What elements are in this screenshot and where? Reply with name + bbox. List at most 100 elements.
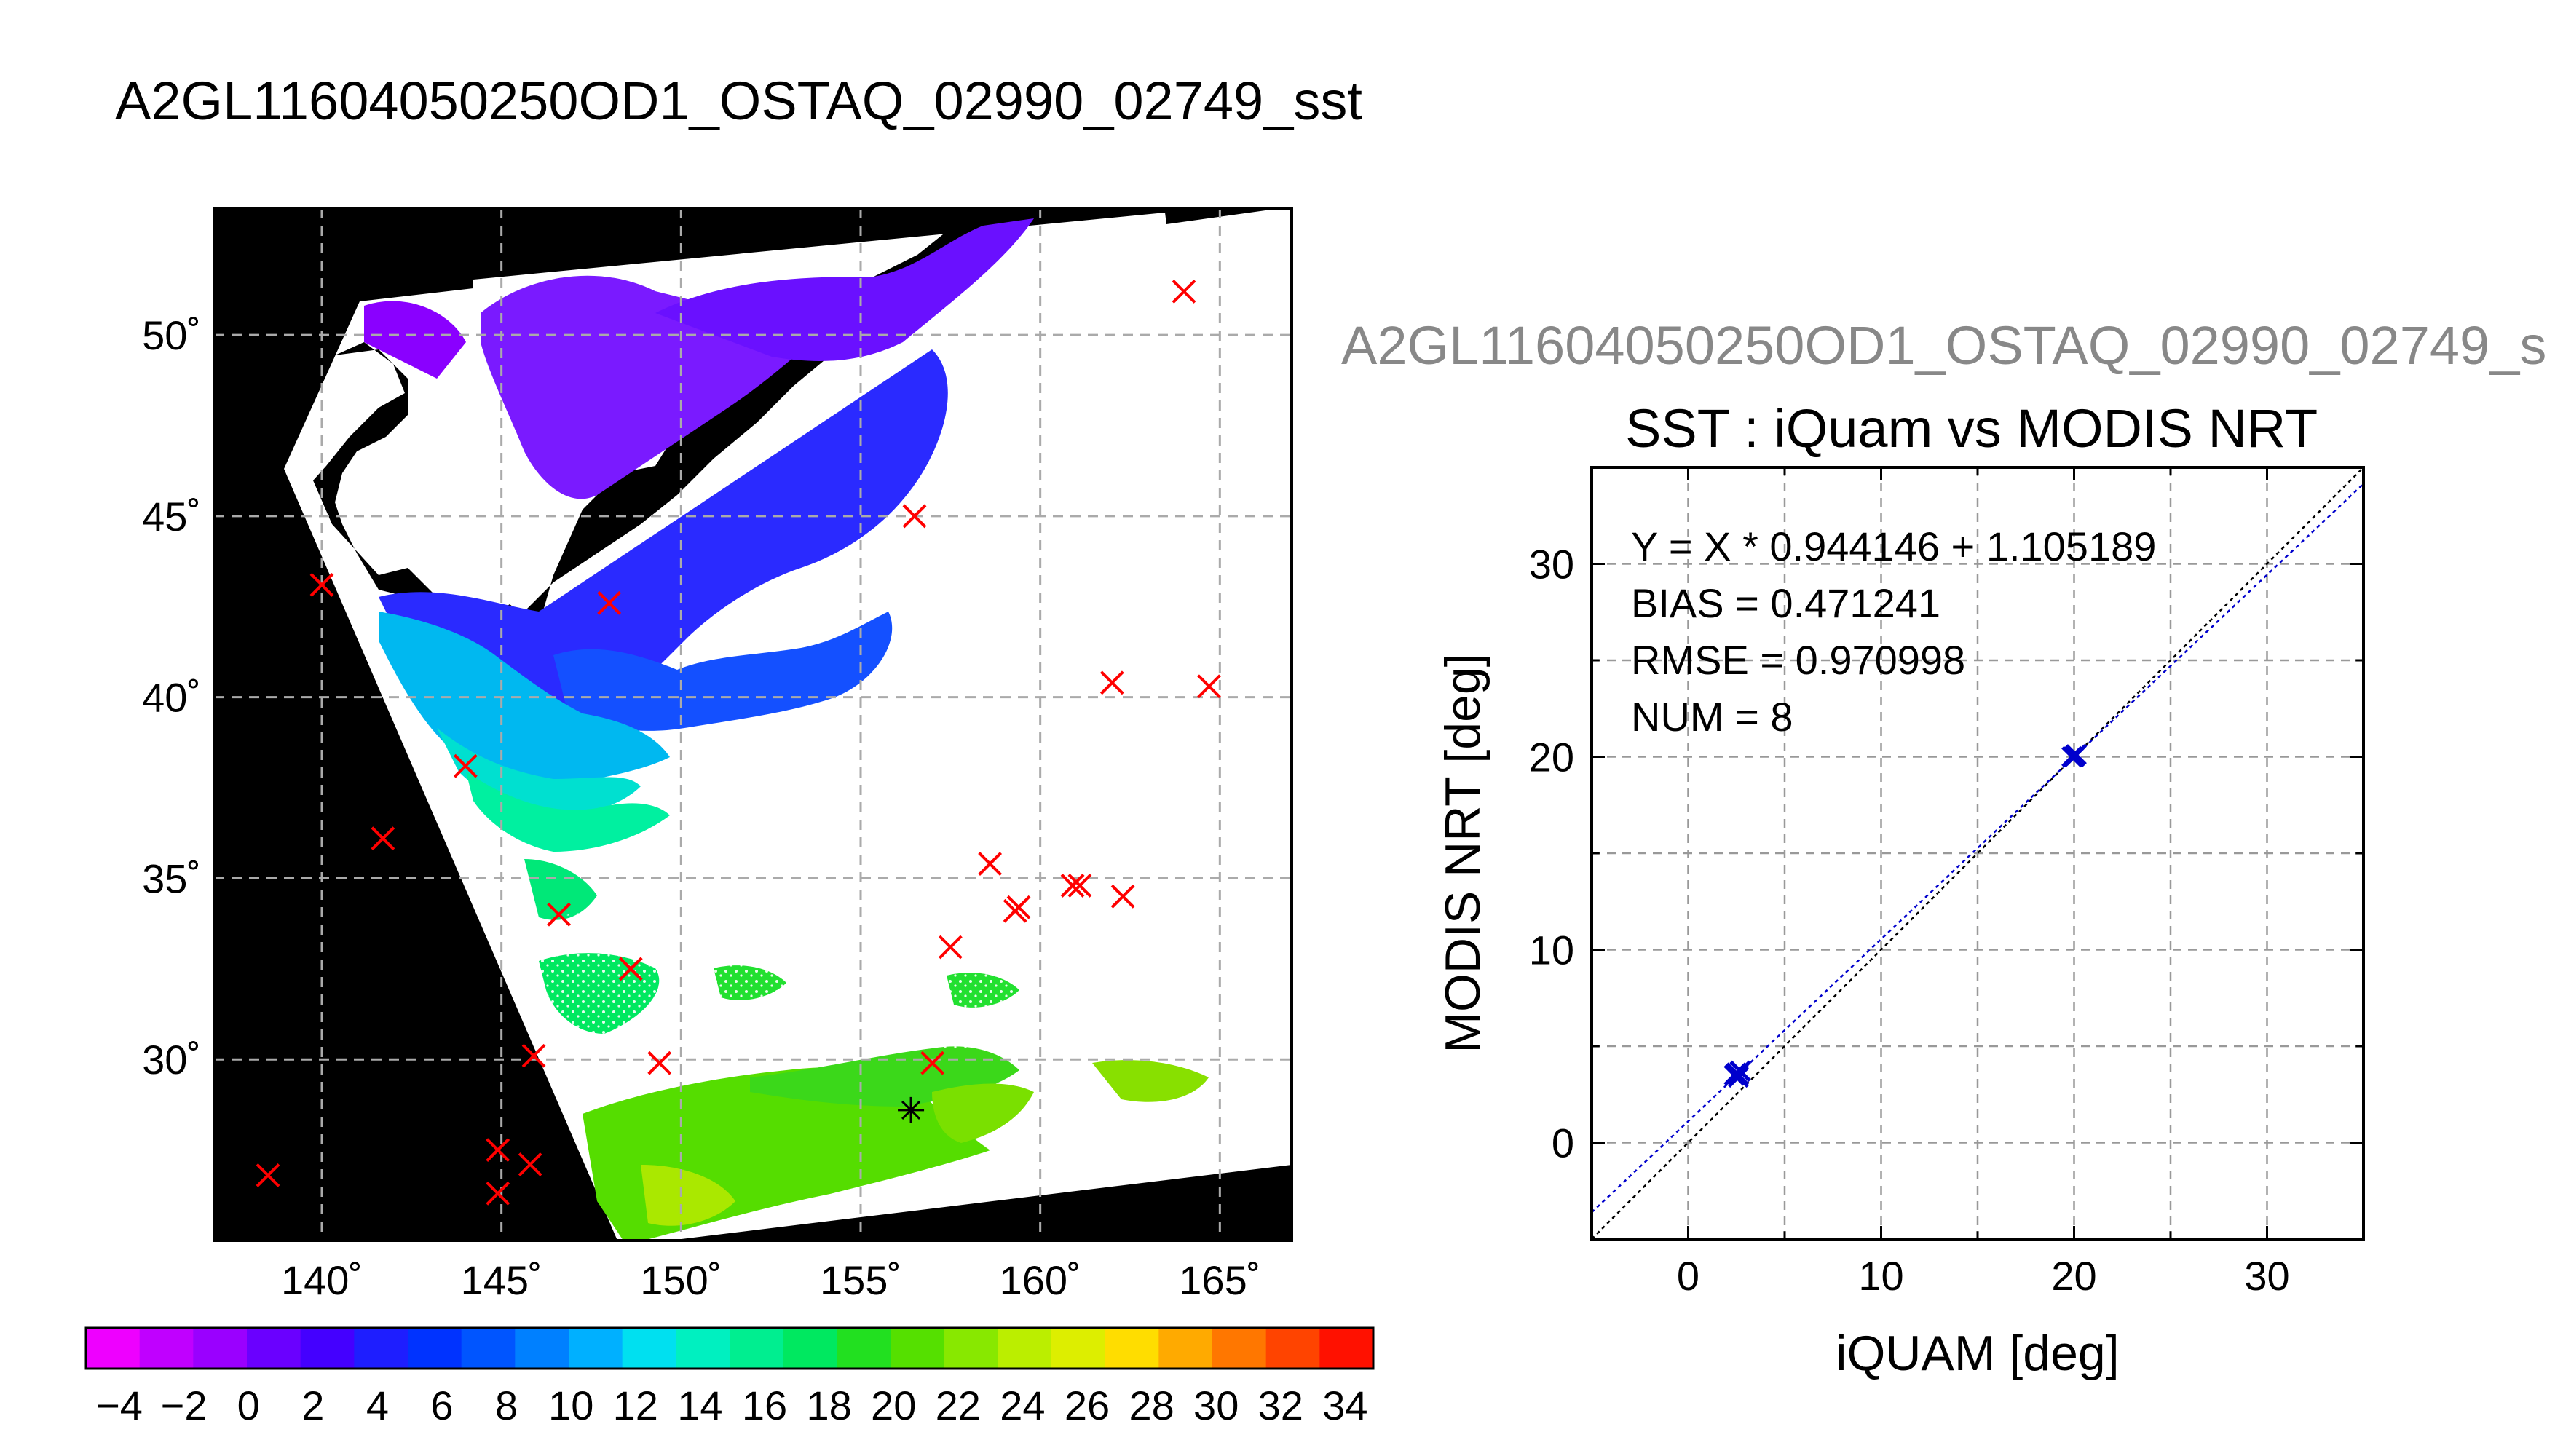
colorbar-segment	[1051, 1328, 1106, 1369]
colorbar-segment	[1212, 1328, 1267, 1369]
scatter-annotation: NUM = 8	[1631, 694, 1793, 740]
map-lon-tick-label: 145˚	[461, 1257, 542, 1303]
scatter-point	[1723, 1064, 1745, 1086]
scatter-x-tick-label: 20	[2051, 1253, 2096, 1299]
colorbar-frame	[84, 1326, 1375, 1370]
colorbar-segment	[730, 1328, 784, 1369]
colorbar-segment	[1105, 1328, 1159, 1369]
map-lat-tick-label: 50˚	[142, 312, 201, 358]
colorbar-label: 4	[366, 1382, 389, 1428]
colorbar-label: 34	[1322, 1382, 1367, 1428]
map-lon-tick-label: 160˚	[1000, 1257, 1081, 1303]
scatter-y-tick-label: 10	[1529, 927, 1574, 973]
scatter-x-axis-label: iQUAM [deg]	[1836, 1326, 2119, 1381]
scatter-x-tick-label: 0	[1677, 1253, 1699, 1299]
colorbar-label: 10	[548, 1382, 593, 1428]
scatter-x-tick-label: 30	[2244, 1253, 2289, 1299]
map-insitu-marks	[256, 280, 1221, 1206]
scatter-plot: 0 10 20 30 0 10 20 30 Y = X * 0.944146 + 1.10518…	[1435, 466, 2365, 1381]
map-lat-tick-label: 30˚	[142, 1037, 201, 1083]
scatter-y-tick-label: 30	[1529, 542, 1574, 587]
insitu-x-mark	[1110, 884, 1135, 909]
colorbar-label: 6	[430, 1382, 453, 1428]
map-lat-tick-label: 40˚	[142, 675, 201, 721]
colorbar-label: 30	[1193, 1382, 1239, 1428]
insitu-x-mark	[902, 504, 927, 529]
regression-line	[1592, 483, 2364, 1214]
colorbar-label: 28	[1129, 1382, 1174, 1428]
scatter-x-tick-label: 10	[1858, 1253, 1903, 1299]
insitu-x-mark	[518, 1152, 542, 1176]
colorbar-label: 14	[677, 1382, 722, 1428]
insitu-x-mark	[618, 957, 643, 981]
matchup-asterisk-mark	[898, 1096, 925, 1123]
scatter-y-axis-label: MODIS NRT [deg]	[1435, 653, 1490, 1053]
map-gridlines	[214, 208, 1292, 1241]
insitu-x-mark	[1172, 280, 1196, 304]
insitu-x-mark	[256, 1163, 280, 1187]
colorbar-label: 22	[936, 1382, 981, 1428]
colorbar-segment	[998, 1328, 1052, 1369]
map-lon-tick-label: 140˚	[281, 1257, 363, 1303]
insitu-x-mark	[1099, 670, 1124, 695]
colorbar-label: −2	[161, 1382, 208, 1428]
insitu-x-mark	[547, 902, 572, 927]
insitu-x-mark	[978, 852, 1003, 876]
colorbar-segment	[247, 1328, 301, 1369]
colorbar-label: 2	[301, 1382, 324, 1428]
colorbar-segment	[354, 1328, 408, 1369]
colorbar-segment	[515, 1328, 569, 1369]
scatter-annotation: RMSE = 0.970998	[1631, 637, 1965, 683]
colorbar-segment	[408, 1328, 462, 1369]
insitu-x-mark	[1197, 674, 1221, 699]
insitu-x-mark	[486, 1138, 510, 1163]
scatter-annotation: Y = X * 0.944146 + 1.105189	[1631, 523, 2156, 569]
map-lon-tick-label: 155˚	[820, 1257, 901, 1303]
colorbar-label: −4	[96, 1382, 143, 1428]
colorbar-label: 12	[613, 1382, 658, 1428]
insitu-x-mark	[486, 1181, 510, 1206]
scatter-file-header: A2GL11604050250OD1_OSTAQ_02990_02749_s	[1341, 315, 2547, 376]
scatter-annotation: BIAS = 0.471241	[1631, 580, 1940, 626]
colorbar-label: 8	[495, 1382, 518, 1428]
insitu-x-mark	[453, 753, 478, 778]
colorbar-segment	[622, 1328, 676, 1369]
sst-colorbar: −4 −2 0 2 4 6 8 10 12 14 16 18 20 22 24 26 28 30 32 34	[84, 1326, 1375, 1428]
colorbar-label: 26	[1065, 1382, 1110, 1428]
map-axis-labels: 140˚ 145˚ 150˚ 155˚ 160˚ 165˚ 50˚ 45˚ 40˚ 35˚ 30˚	[142, 312, 1260, 1303]
insitu-x-mark	[1060, 873, 1085, 898]
colorbar-label: 16	[742, 1382, 787, 1428]
insitu-x-mark	[1006, 895, 1031, 919]
insitu-x-mark	[597, 590, 622, 615]
map-lat-tick-label: 45˚	[142, 494, 201, 539]
colorbar-segment	[944, 1328, 998, 1369]
colorbar-segment	[139, 1328, 194, 1369]
colorbar-segment	[837, 1328, 891, 1369]
colorbar-segment	[300, 1328, 355, 1369]
scatter-title: SST : iQuam vs MODIS NRT	[1625, 398, 2318, 459]
colorbar-segment	[676, 1328, 730, 1369]
colorbar-segment	[1319, 1328, 1374, 1369]
insitu-x-mark	[647, 1051, 672, 1075]
colorbar-segment	[1158, 1328, 1213, 1369]
colorbar-label: 32	[1258, 1382, 1303, 1428]
scatter-y-tick-label: 20	[1529, 735, 1574, 780]
scatter-lines	[1592, 467, 2364, 1239]
insitu-x-mark	[309, 573, 334, 597]
scatter-frame	[1590, 466, 2365, 1241]
map-lon-tick-label: 150˚	[640, 1257, 722, 1303]
map-lat-tick-label: 35˚	[142, 855, 201, 901]
map-lon-tick-label: 165˚	[1179, 1257, 1260, 1303]
scatter-point	[2061, 745, 2083, 768]
colorbar-label: 0	[237, 1382, 260, 1428]
colorbar-segment	[86, 1328, 141, 1369]
insitu-x-mark	[938, 935, 963, 960]
insitu-x-mark	[920, 1051, 945, 1075]
insitu-x-mark	[1067, 873, 1092, 898]
colorbar-label: 18	[806, 1382, 851, 1428]
scatter-y-tick-label: 0	[1552, 1120, 1574, 1166]
colorbar-segment	[1265, 1328, 1320, 1369]
colorbar-segment	[569, 1328, 623, 1369]
colorbar-segment	[783, 1328, 837, 1369]
colorbar-segment	[891, 1328, 945, 1369]
